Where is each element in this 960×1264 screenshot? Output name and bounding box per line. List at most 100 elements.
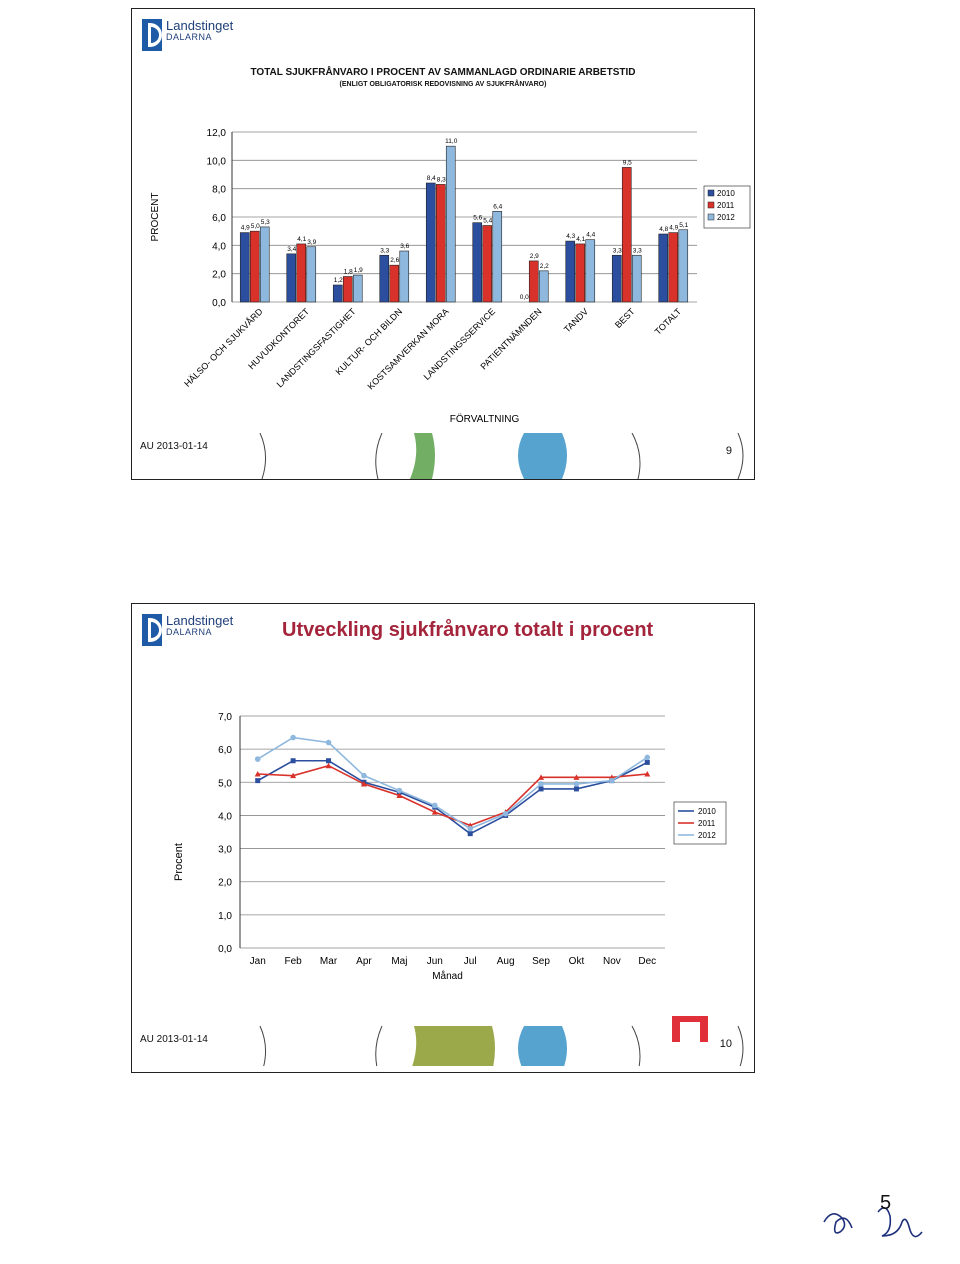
bar-value-label: 5,6 [473,215,482,222]
bar-2010 [611,254,622,303]
point-2012 [502,810,509,817]
point-2012 [361,772,367,779]
point-2012 [609,777,615,784]
bar-2012 [399,250,410,303]
point-2010 [573,786,579,792]
x-tick-label: Mar [320,956,338,967]
x-tick-label: Maj [391,956,407,967]
chart-subtitle: (ENLIGT OBLIGATORISK REDOVISNING AV SJUK… [339,81,547,88]
x-tick-label: Aug [497,956,515,967]
legend-label: 2010 [698,807,716,816]
bar-2010 [658,233,669,303]
landstinget-logo-icon [142,614,162,646]
slide-footer: AU 2013-01-14 10 [132,1016,754,1072]
point-2011 [325,762,332,769]
point-2011 [644,771,651,777]
legend-swatch-2012 [707,213,715,221]
bar-value-label: 8,4 [427,175,436,182]
series-line-2010 [257,759,648,835]
y-tick-label: 4,0 [218,811,232,822]
bar-2010 [565,240,576,303]
bar-2011 [389,264,400,303]
bar-2012 [306,246,317,303]
x-tick-label: Jun [427,956,443,967]
bar-2010 [379,254,390,303]
point-2011 [360,780,367,787]
bar-2010 [332,284,343,303]
point-2010 [538,786,544,792]
footer-date: AU 2013-01-14 [140,1034,208,1045]
handwritten-signature [823,1207,923,1238]
x-tick-label: TOTALT [653,306,684,337]
logo-name: Landstinget [166,18,234,33]
logo-sub: DALARNA [166,31,213,42]
bar-value-label: 4,3 [566,233,575,240]
y-tick-label: 4,0 [212,241,226,252]
bar-2011 [528,260,539,303]
x-axis-label: Månad [432,970,463,982]
point-2012 [538,781,544,787]
x-tick-label: HÄLSO- OCH SJUKVÅRD [182,306,265,389]
series-line-2012 [257,736,648,830]
y-tick-label: 12,0 [207,128,227,139]
footer-page-number: 10 [719,1038,732,1050]
footer-decoration [259,1016,744,1066]
y-tick-label: 2,0 [212,270,226,281]
x-tick-label: Jan [250,956,266,967]
bar-2010 [286,253,297,303]
y-tick-label: 7,0 [218,712,232,723]
bar-value-label: 3,3 [633,247,642,254]
point-2012 [396,787,403,794]
bar-value-label: 5,3 [261,219,270,226]
bar-value-label: 0,0 [520,294,529,301]
y-axis-label: PROCENT [150,193,161,242]
bar-2012 [259,226,270,303]
y-axis-label: Procent [173,843,185,881]
point-2010 [326,758,332,764]
bar-value-label: 2,2 [540,263,549,270]
legend-swatch-2011 [707,201,715,209]
x-tick-label: LANDSTINGSFASTIGHET [275,306,358,389]
y-tick-label: 3,0 [218,845,232,856]
footer-decoration [259,433,744,479]
x-tick-label: KOSTSAMVERKAN MORA [365,306,450,391]
bar-value-label: 3,4 [287,246,296,253]
bar-value-label: 6,4 [493,203,502,210]
point-2011 [431,809,438,815]
logo-sub: DALARNA [166,626,213,637]
legend-label: 2012 [698,831,716,840]
x-tick-label: Okt [569,956,585,967]
point-2012 [254,756,261,762]
landstinget-logo: Landstinget DALARNA [142,614,233,646]
bar-2010 [425,182,436,303]
point-2012 [290,734,296,741]
point-2010 [467,831,473,837]
bar-value-label: 8,3 [437,176,446,183]
legend-label: 2011 [717,201,735,210]
footer-page-number: 9 [725,445,732,457]
bar-2011 [342,276,353,303]
bar-value-label: 3,6 [400,243,409,250]
bar-2012 [538,270,549,303]
bar-value-label: 4,1 [576,236,585,243]
bar-2012 [445,145,456,303]
bar-2011 [296,243,307,303]
y-tick-label: 6,0 [212,213,226,224]
point-2011 [573,774,580,780]
bar-value-label: 3,3 [380,247,389,254]
bar-value-label: 2,9 [530,253,539,260]
y-tick-label: 0,0 [218,944,232,955]
y-tick-label: 1,0 [218,911,232,922]
bar-value-label: 4,4 [586,232,595,239]
slide-bar-chart: Landstinget DALARNA TOTAL SJUKFRÅNVARO I… [131,8,755,480]
bar-2011 [249,230,260,303]
bar-value-label: 9,5 [623,159,632,166]
bar-value-label: 1,2 [334,277,343,284]
y-tick-label: 8,0 [212,185,226,196]
x-tick-label: Jul [464,956,477,967]
bar-2012 [678,229,689,303]
landstinget-logo: Landstinget DALARNA [142,19,233,51]
legend-label: 2011 [698,819,716,828]
point-2011 [290,772,297,779]
bar-value-label: 2,6 [390,257,399,264]
